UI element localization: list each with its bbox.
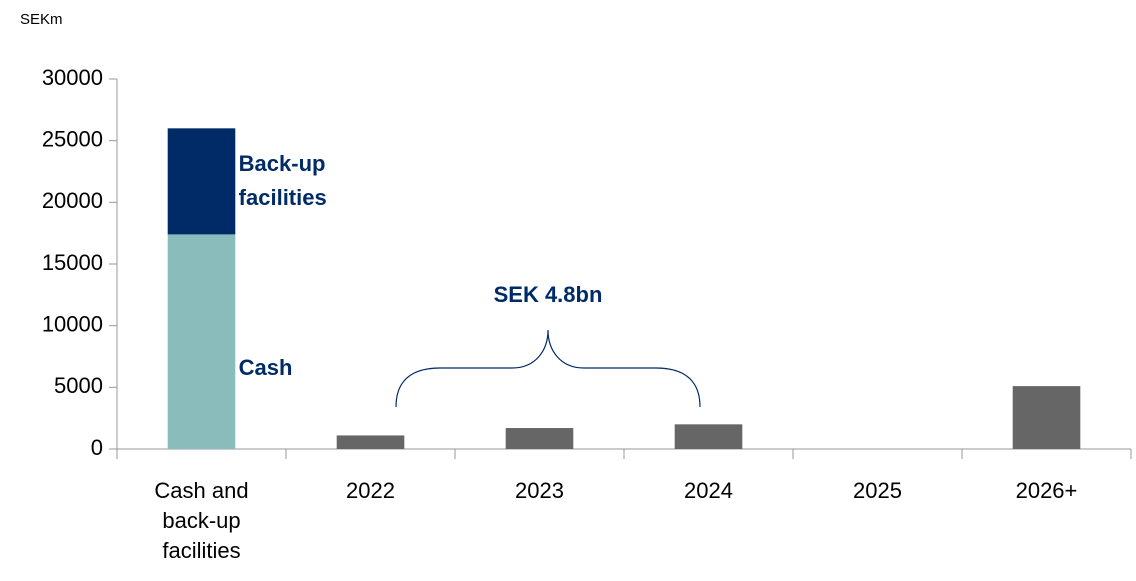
series-label: Cash xyxy=(238,355,293,380)
x-tick-label: 2026+ xyxy=(1015,478,1078,503)
y-tick-label: 5000 xyxy=(54,373,103,398)
bar xyxy=(336,435,405,449)
x-tick-label: 2024 xyxy=(684,478,733,503)
bar xyxy=(674,424,743,449)
y-tick-label: 25000 xyxy=(42,126,103,151)
x-tick-label: 2022 xyxy=(346,478,395,503)
y-tick-label: 10000 xyxy=(42,311,103,336)
x-tick-label: Cash and back-up facilities xyxy=(154,478,249,563)
y-tick-label: 20000 xyxy=(42,188,103,213)
series-label: Back-up facilities xyxy=(238,151,327,211)
y-tick-label: 30000 xyxy=(42,65,103,90)
bar xyxy=(167,234,236,449)
y-tick-label: 15000 xyxy=(42,250,103,275)
brace xyxy=(395,329,701,408)
x-tick-label: 2023 xyxy=(515,478,564,503)
bar xyxy=(167,128,236,235)
x-tick-label: 2025 xyxy=(853,478,902,503)
bar xyxy=(1012,386,1081,449)
annotation: SEK 4.8bn xyxy=(494,282,603,307)
y-axis-label: SEKm xyxy=(20,11,63,28)
y-tick-label: 0 xyxy=(91,435,103,460)
bar xyxy=(505,428,574,449)
